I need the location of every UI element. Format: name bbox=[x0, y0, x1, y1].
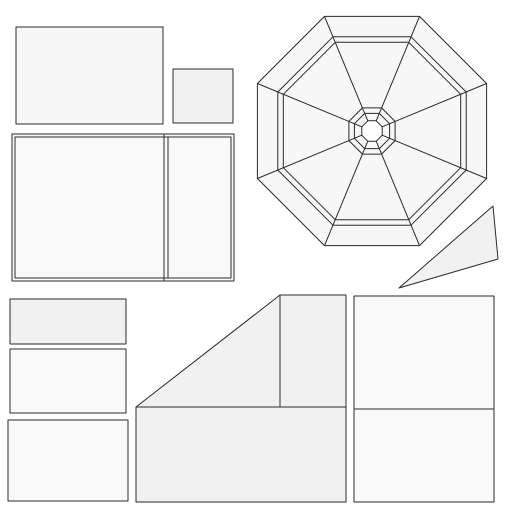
octagon-spoke-1 bbox=[394, 140, 487, 179]
panel-bottom-right-group bbox=[353, 295, 495, 503]
octagon-hub-spoke-6 bbox=[361, 107, 369, 121]
octagon-hub-inner bbox=[361, 120, 383, 142]
octagon-wheel bbox=[256, 15, 488, 247]
octagon-hub-spoke-7 bbox=[375, 107, 383, 121]
panel-bottom-center-base bbox=[135, 406, 347, 503]
octagon-spoke-2 bbox=[381, 153, 420, 246]
panel-left-3 bbox=[7, 419, 129, 502]
panel-large-inner bbox=[14, 136, 232, 279]
panel-large-group bbox=[11, 133, 235, 282]
panel-bottom-right bbox=[353, 295, 495, 503]
panel-bottom-center-group bbox=[135, 294, 347, 503]
panel-bottom-center-top bbox=[135, 294, 347, 408]
panel-small-square bbox=[172, 68, 234, 124]
octagon-hub-spoke-1 bbox=[382, 134, 396, 142]
octagon-spoke-8 bbox=[394, 83, 487, 122]
panel-left-2 bbox=[9, 348, 127, 414]
octagon-hub-spoke-4 bbox=[348, 134, 362, 142]
triangle-sliver bbox=[398, 205, 499, 289]
octagon-spoke-3 bbox=[324, 153, 363, 246]
octagon-hub-spoke-5 bbox=[348, 120, 362, 128]
octagon-spoke-7 bbox=[381, 16, 420, 109]
octagon-spoke-6 bbox=[324, 16, 363, 109]
octagon-spoke-4 bbox=[257, 140, 350, 179]
octagon-hub-spoke-8 bbox=[382, 120, 396, 128]
octagon-hub-spoke-3 bbox=[361, 141, 369, 155]
panel-large-outer bbox=[11, 133, 235, 282]
panel-left-1 bbox=[9, 298, 127, 345]
octagon-spoke-5 bbox=[257, 83, 350, 122]
octagon-hub-spoke-2 bbox=[375, 141, 383, 155]
panel-top-left bbox=[15, 26, 164, 125]
